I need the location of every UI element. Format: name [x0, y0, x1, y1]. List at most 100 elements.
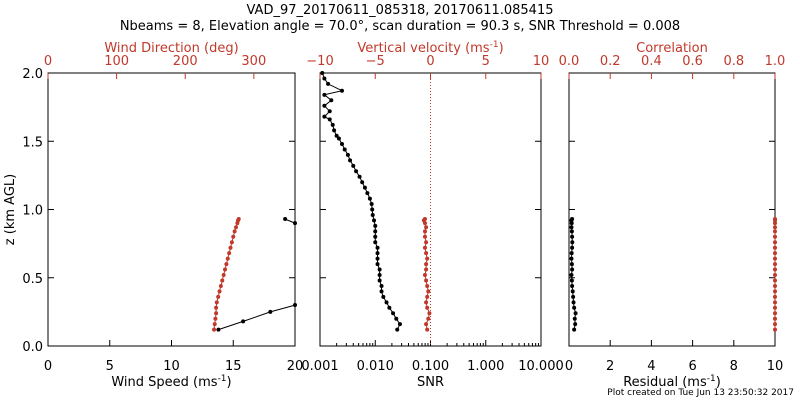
top-tick-label-residual: 0.6: [682, 54, 703, 69]
data-point-residual-0: [569, 229, 574, 234]
data-point-residual-0: [572, 316, 577, 321]
data-point-wind-1: [228, 245, 233, 250]
data-point-snr-0: [348, 158, 353, 163]
data-point-snr-1: [424, 251, 429, 256]
data-point-snr-1: [424, 267, 429, 272]
top-tick-label-wind: 0: [44, 54, 52, 69]
y-axis-title: z (km AGL): [3, 174, 18, 245]
data-point-snr-0: [367, 196, 372, 201]
data-point-snr-0: [369, 202, 374, 207]
data-point-snr-0: [375, 245, 380, 250]
data-point-snr-0: [330, 122, 335, 127]
data-point-residual-1: [773, 225, 777, 230]
top-tick-label-snr: 0: [426, 54, 434, 69]
top-tick-label-residual: 1.0: [765, 54, 786, 69]
data-point-snr-1: [422, 245, 427, 250]
data-point-snr-0: [322, 114, 327, 119]
x-axis-title-wind: Wind Speed (ms-1): [111, 374, 231, 390]
top-axis-title-snr: Vertical velocity (ms-1): [357, 40, 503, 56]
data-point-snr-0: [345, 152, 350, 157]
top-tick-label-snr: 10: [533, 54, 550, 69]
data-point-snr-1: [425, 294, 430, 299]
data-point-snr-0: [375, 262, 380, 267]
data-point-residual-0: [571, 300, 576, 305]
data-point-residual-0: [569, 273, 574, 278]
top-tick-label-wind: 100: [104, 54, 129, 69]
x-tick-label-wind: 15: [225, 359, 242, 374]
data-point-wind-1: [217, 289, 222, 294]
panel-frame-wind: [47, 72, 296, 347]
data-point-residual-1: [773, 267, 777, 272]
data-point-wind-1: [236, 217, 241, 222]
data-point-snr-0: [342, 147, 347, 152]
data-point-snr-0: [391, 311, 396, 316]
series-line-snr-0: [321, 72, 401, 330]
panel-frame-snr: [319, 72, 542, 347]
data-point-wind-1: [214, 311, 219, 316]
x-tick-label-wind: 10: [163, 359, 180, 374]
data-point-wind-1: [227, 251, 232, 256]
data-point-snr-1: [425, 327, 430, 332]
data-point-wind-1: [223, 267, 228, 272]
data-point-residual-1: [773, 251, 777, 256]
data-point-snr-0: [375, 256, 380, 261]
x-tick-label-residual: 8: [730, 359, 738, 374]
data-point-snr-0: [384, 300, 389, 305]
data-point-residual-0: [570, 245, 575, 250]
data-point-snr-0: [354, 169, 359, 174]
chart-title: VAD_97_20170611_085318, 20170611.085415: [246, 3, 554, 18]
data-point-snr-1: [427, 311, 432, 316]
data-point-snr-0: [326, 81, 331, 86]
data-point-snr-0: [336, 136, 341, 141]
data-point-residual-0: [570, 217, 575, 222]
data-point-snr-0: [394, 316, 399, 321]
data-point-residual-1: [773, 294, 777, 299]
data-point-snr-1: [424, 240, 429, 245]
data-point-residual-0: [570, 240, 575, 245]
data-point-snr-0: [332, 128, 337, 133]
x-tick-label-wind: 5: [106, 359, 114, 374]
series-line-wind-0: [218, 304, 296, 331]
top-tick-label-wind: 200: [173, 54, 198, 69]
data-point-residual-1: [773, 316, 777, 321]
x-axis-title-residual: Residual (ms-1): [623, 374, 721, 390]
data-point-wind-1: [231, 234, 236, 239]
data-point-wind-1: [214, 300, 219, 305]
data-point-snr-0: [381, 294, 386, 299]
data-point-snr-0: [373, 234, 378, 239]
data-point-residual-1: [773, 283, 777, 288]
data-point-residual-1: [773, 229, 777, 234]
data-point-residual-0: [573, 311, 578, 316]
data-point-snr-0: [387, 305, 392, 310]
data-point-snr-0: [372, 218, 377, 223]
y-tick-label: 0.5: [22, 272, 43, 287]
data-point-snr-1: [424, 300, 429, 305]
top-axis-title-wind: Wind Direction (deg): [104, 41, 238, 56]
x-tick-label-snr: 10.000: [518, 359, 564, 374]
data-point-snr-0: [370, 207, 375, 212]
data-point-wind-1: [220, 278, 225, 283]
top-tick-label-residual: 0.2: [600, 54, 621, 69]
data-point-residual-1: [773, 300, 777, 305]
data-point-snr-0: [397, 322, 402, 327]
data-point-residual-0: [569, 262, 574, 267]
data-point-residual-0: [572, 305, 577, 310]
data-point-residual-1: [773, 262, 777, 267]
y-tick-label: 0.0: [22, 340, 43, 355]
data-point-residual-0: [570, 283, 575, 288]
x-tick-label-snr: 0.001: [301, 359, 338, 374]
data-point-snr-0: [379, 283, 384, 288]
data-point-wind-0: [283, 217, 288, 222]
data-point-snr-0: [339, 141, 344, 146]
data-point-snr-1: [425, 283, 430, 288]
data-point-wind-1: [221, 273, 226, 278]
data-point-residual-0: [570, 267, 575, 272]
data-point-wind-0: [293, 303, 297, 308]
data-point-snr-0: [370, 212, 375, 217]
x-tick-label-snr: 1.000: [467, 359, 504, 374]
data-point-snr-1: [425, 256, 430, 261]
data-point-wind-1: [213, 316, 218, 321]
data-point-snr-0: [365, 191, 370, 196]
data-point-wind-0: [241, 319, 246, 324]
